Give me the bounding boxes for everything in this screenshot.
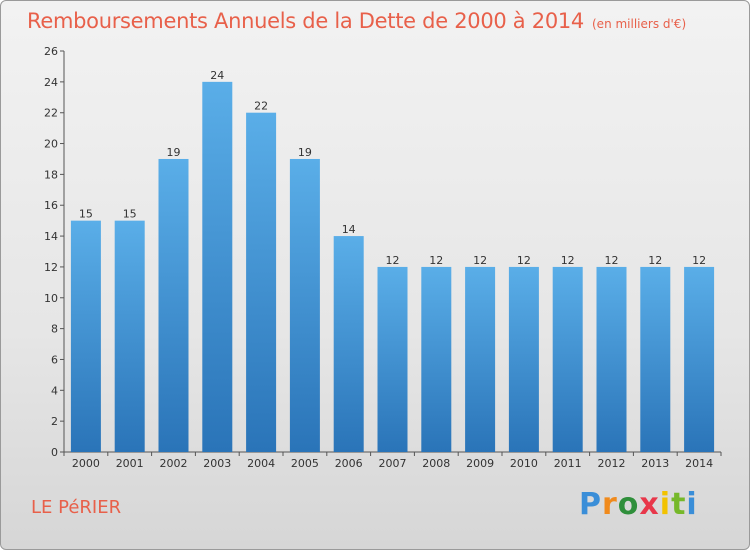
data-label-2001: 15 xyxy=(123,208,137,221)
data-label-2013: 12 xyxy=(648,254,662,267)
x-tick-label-2006: 2006 xyxy=(335,457,363,470)
x-tick-label-2001: 2001 xyxy=(116,457,144,470)
proxiti-logo: Proxiti xyxy=(579,487,698,522)
y-tick-label: 14 xyxy=(44,230,58,243)
data-label-2014: 12 xyxy=(692,254,706,267)
data-label-2007: 12 xyxy=(386,254,400,267)
logo-letter: t xyxy=(671,487,687,522)
x-tick-label-2005: 2005 xyxy=(291,457,319,470)
bar-2001 xyxy=(114,220,145,452)
bar-2006 xyxy=(333,236,364,452)
x-tick-label-2000: 2000 xyxy=(72,457,100,470)
x-tick-label-2008: 2008 xyxy=(422,457,450,470)
x-tick-label-2013: 2013 xyxy=(641,457,669,470)
logo-letter: i xyxy=(686,487,698,522)
logo-letter: r xyxy=(602,487,618,522)
bar-2011 xyxy=(552,266,583,452)
logo-letter: i xyxy=(659,487,672,522)
x-tick-label-2002: 2002 xyxy=(160,457,188,470)
data-label-2002: 19 xyxy=(167,146,181,159)
logo-letter: x xyxy=(639,487,660,522)
y-tick-label: 4 xyxy=(51,384,58,397)
y-tick-label: 16 xyxy=(44,199,58,212)
x-tick-label-2003: 2003 xyxy=(203,457,231,470)
bar-2007 xyxy=(377,266,408,452)
bar-2005 xyxy=(289,158,320,452)
y-tick-label: 12 xyxy=(44,261,58,274)
bar-2009 xyxy=(465,266,496,452)
data-label-2004: 22 xyxy=(254,100,268,113)
chart-title-text: Remboursements Annuels de la Dette de 20… xyxy=(27,9,584,33)
chart-unit: (en milliers d'€) xyxy=(592,17,687,31)
data-label-2010: 12 xyxy=(517,254,531,267)
chart-title: Remboursements Annuels de la Dette de 20… xyxy=(27,9,686,33)
y-tick-label: 0 xyxy=(51,446,58,459)
data-label-2005: 19 xyxy=(298,146,312,159)
y-tick-label: 22 xyxy=(44,107,58,120)
data-label-2012: 12 xyxy=(605,254,619,267)
x-tick-label-2012: 2012 xyxy=(598,457,626,470)
bar-2000 xyxy=(70,220,101,452)
data-label-2000: 15 xyxy=(79,208,93,221)
logo-letter: P xyxy=(579,487,602,522)
x-tick-label-2011: 2011 xyxy=(554,457,582,470)
y-tick-label: 2 xyxy=(51,415,58,428)
y-tick-label: 20 xyxy=(44,138,58,151)
bar-2012 xyxy=(596,266,627,452)
y-tick-label: 26 xyxy=(44,45,58,58)
chart-bars xyxy=(70,81,715,452)
data-label-2008: 12 xyxy=(429,254,443,267)
x-tick-label-2014: 2014 xyxy=(685,457,713,470)
x-tick-label-2010: 2010 xyxy=(510,457,538,470)
y-tick-label: 6 xyxy=(51,353,58,366)
x-tick-label-2009: 2009 xyxy=(466,457,494,470)
chart-data-labels: 15 15 19 24 22 19 14 12 12 12 12 12 12 12 12 xyxy=(79,69,706,267)
x-tick-label-2004: 2004 xyxy=(247,457,275,470)
bar-2014 xyxy=(684,266,715,452)
y-tick-label: 18 xyxy=(44,168,58,181)
bar-2008 xyxy=(421,266,452,452)
data-label-2003: 24 xyxy=(210,69,224,82)
bar-2003 xyxy=(202,81,233,452)
y-tick-label: 8 xyxy=(51,323,58,336)
bar-2010 xyxy=(508,266,539,452)
bar-2002 xyxy=(158,158,189,452)
y-tick-label: 24 xyxy=(44,76,58,89)
data-label-2011: 12 xyxy=(561,254,575,267)
x-tick-label-2007: 2007 xyxy=(379,457,407,470)
y-tick-label: 10 xyxy=(44,292,58,305)
logo-letter: o xyxy=(617,487,640,522)
data-label-2006: 14 xyxy=(342,223,356,236)
bar-2004 xyxy=(246,112,277,452)
data-label-2009: 12 xyxy=(473,254,487,267)
commune-name: LE PéRIER xyxy=(31,497,122,518)
bar-2013 xyxy=(640,266,671,452)
